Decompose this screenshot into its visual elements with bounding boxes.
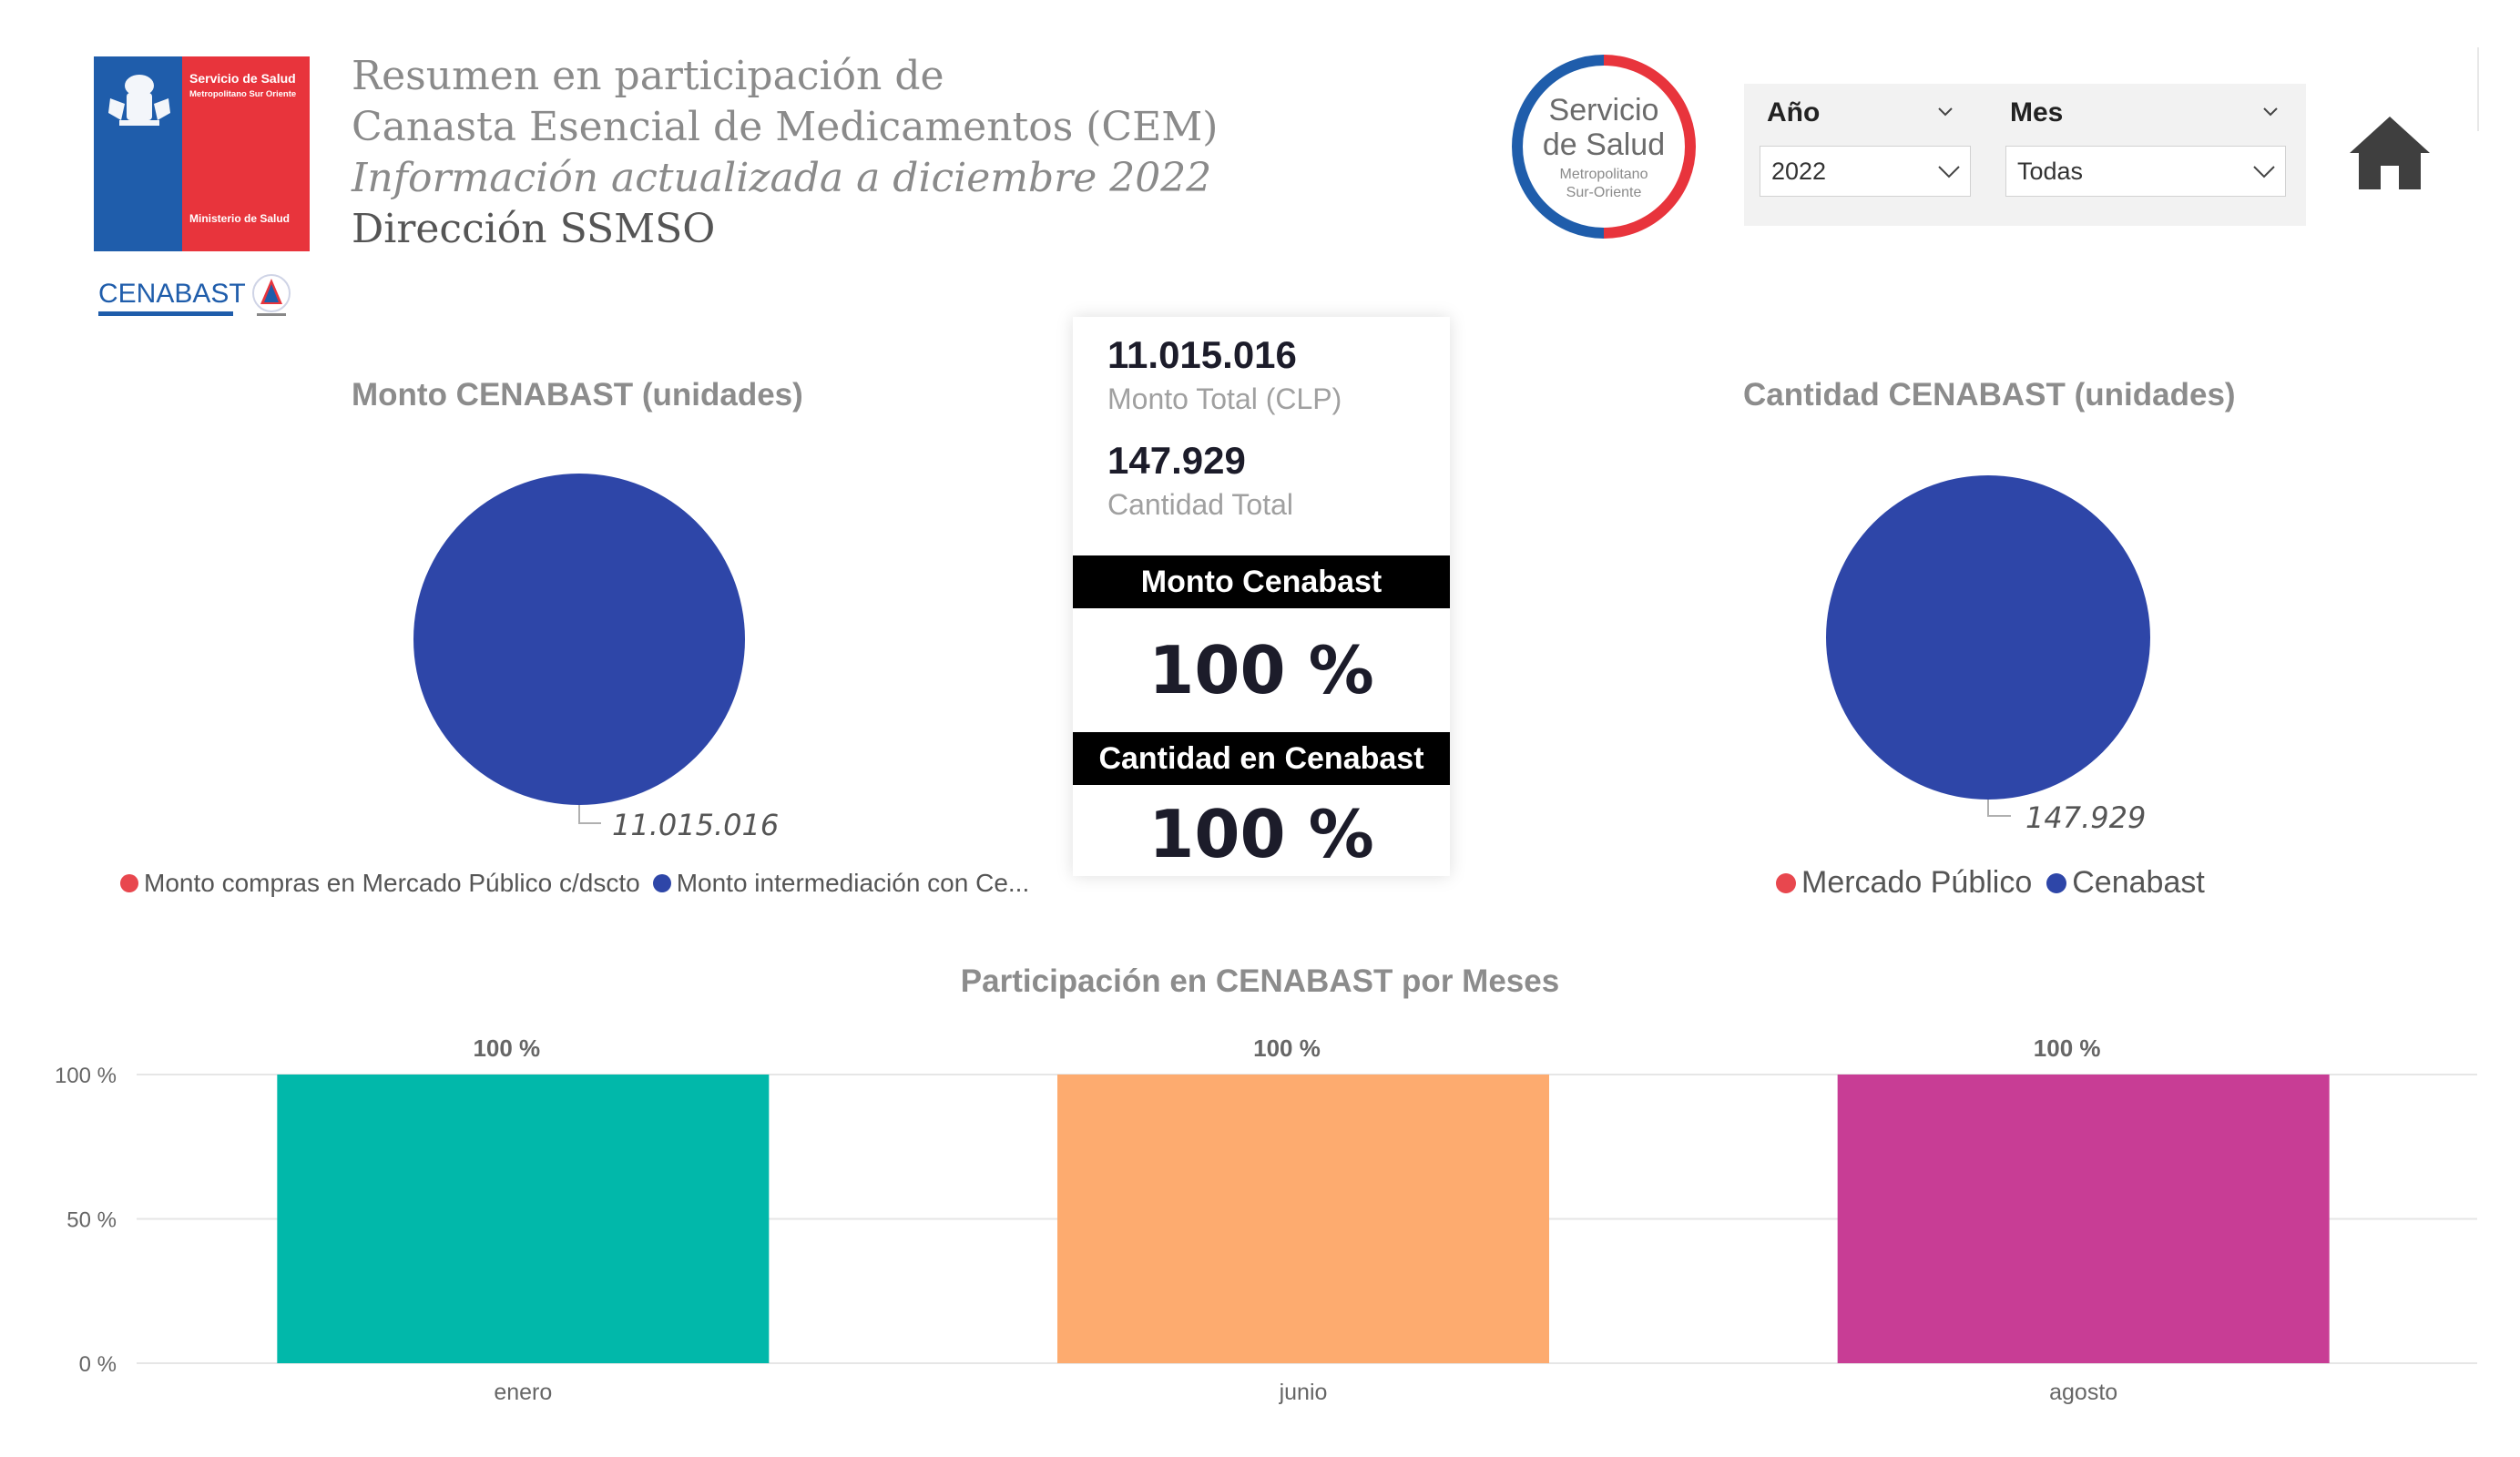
- cenabast-logo: CENABAST: [98, 273, 308, 324]
- y-tick-label: 0 %: [79, 1352, 117, 1377]
- cantidad-pie-title: Cantidad CENABAST (unidades): [1743, 377, 2236, 413]
- pie-slice-cenabast[interactable]: [413, 474, 745, 805]
- month-slicer-chevron-icon[interactable]: [2263, 104, 2278, 118]
- cantidad-pie-legend: Mercado Público Cenabast: [1776, 865, 2205, 901]
- logo-line1: Servicio de Salud: [189, 71, 296, 86]
- chevron-down-icon: [2253, 166, 2275, 178]
- filter-panel: Año 2022 Mes Todas: [1744, 84, 2306, 226]
- kpi-card: 11.015.016 Monto Total (CLP) 147.929 Can…: [1073, 317, 1450, 876]
- bar-data-label: 100 %: [1253, 1034, 1321, 1062]
- monto-cenabast-percent: 100 %: [1148, 632, 1374, 708]
- badge-line1: Servicio: [1549, 93, 1659, 127]
- chevron-down-icon: [1938, 166, 1960, 178]
- chile-coat-of-arms-icon: [108, 75, 170, 126]
- cantidad-pie-data-label: 147.929: [2025, 800, 2147, 835]
- cantidad-total-value: 147.929: [1107, 439, 1246, 482]
- cantidad-cenabast-header: Cantidad en Cenabast: [1073, 732, 1450, 785]
- legend-dot-blue: [652, 874, 671, 892]
- award-emblem-icon: [252, 274, 291, 316]
- year-slicer-label: Año: [1767, 97, 1821, 127]
- page-subtitle-direction: Dirección SSMSO: [352, 206, 716, 252]
- year-dropdown-value: 2022: [1771, 158, 1827, 185]
- bar-chart-title: Participación en CENABAST por Meses: [960, 963, 1560, 999]
- monto-pie-legend: Monto compras en Mercado Público c/dscto…: [120, 869, 1029, 898]
- bar-data-label: 100 %: [473, 1034, 540, 1062]
- government-logo: Servicio de Salud Metropolitano Sur Orie…: [94, 56, 310, 251]
- pie-leader-line: [1987, 800, 2011, 817]
- cantidad-total-label: Cantidad Total: [1107, 488, 1293, 521]
- page-title-line1: Resumen en participación de: [352, 53, 944, 99]
- x-tick-label: enero: [494, 1380, 552, 1405]
- y-tick-label: 100 %: [55, 1064, 117, 1088]
- monto-total-value: 11.015.016: [1107, 333, 1297, 376]
- bar-agosto[interactable]: [1837, 1075, 2330, 1363]
- home-icon[interactable]: [2348, 113, 2432, 193]
- bar-data-label: 100 %: [2034, 1034, 2101, 1062]
- servicio-salud-badge: Servicio de Salud Metropolitano Sur-Orie…: [1512, 55, 1696, 239]
- badge-line2: de Salud: [1543, 127, 1665, 162]
- divider: [2477, 47, 2479, 131]
- page-subtitle-update: Información actualizada a diciembre 2022: [352, 155, 1212, 201]
- cenabast-logo-text: CENABAST: [98, 279, 246, 309]
- monto-pie-data-label: 11.015.016: [612, 808, 780, 842]
- pie-slice-cenabast[interactable]: [1826, 475, 2150, 800]
- monto-cenabast-header: Monto Cenabast: [1073, 555, 1450, 608]
- monto-total-label: Monto Total (CLP): [1107, 382, 1342, 415]
- cenabast-underline: [98, 311, 233, 316]
- y-tick-label: 50 %: [66, 1208, 117, 1233]
- badge-line3: Metropolitano: [1560, 167, 1648, 182]
- legend-dot-red: [120, 874, 138, 892]
- month-dropdown[interactable]: Todas: [2005, 146, 2286, 197]
- bar-chart: 0 % 50 % 100 % 100 % enero 100 % junio 100 % ago…: [55, 1034, 2477, 1405]
- logo-red-panel: Servicio de Salud Metropolitano Sur Orie…: [182, 56, 310, 251]
- pie-leader-line: [578, 805, 601, 824]
- monto-pie-chart: [413, 474, 745, 824]
- year-dropdown[interactable]: 2022: [1760, 146, 1971, 197]
- page-title-line2: Canasta Esencial de Medicamentos (CEM): [352, 104, 1219, 150]
- x-tick-label: agosto: [2049, 1380, 2117, 1405]
- logo-line2: Metropolitano Sur Oriente: [189, 89, 297, 99]
- cantidad-pie-chart: [1826, 475, 2150, 817]
- monto-pie-title: Monto CENABAST (unidades): [352, 377, 803, 413]
- legend-dot-blue: [2046, 872, 2067, 893]
- month-slicer-label: Mes: [2010, 97, 2064, 127]
- x-tick-label: junio: [1279, 1380, 1328, 1405]
- year-slicer-chevron-icon[interactable]: [1938, 104, 1953, 118]
- bar-enero[interactable]: [277, 1075, 770, 1363]
- legend-item-intermediacion[interactable]: Monto intermediación con Ce...: [676, 869, 1030, 897]
- cantidad-cenabast-percent: 100 %: [1148, 796, 1374, 872]
- legend-item-mercado-publico[interactable]: Mercado Público: [1801, 865, 2033, 900]
- legend-item-cenabast[interactable]: Cenabast: [2072, 865, 2205, 900]
- bar-junio[interactable]: [1057, 1075, 1549, 1363]
- month-dropdown-value: Todas: [2017, 158, 2084, 185]
- legend-item-mercado-publico[interactable]: Monto compras en Mercado Público c/dscto: [144, 869, 640, 897]
- logo-blue-panel: [94, 56, 182, 251]
- legend-dot-red: [1776, 872, 1796, 893]
- badge-line4: Sur-Oriente: [1566, 185, 1642, 200]
- logo-line3: Ministerio de Salud: [189, 212, 291, 225]
